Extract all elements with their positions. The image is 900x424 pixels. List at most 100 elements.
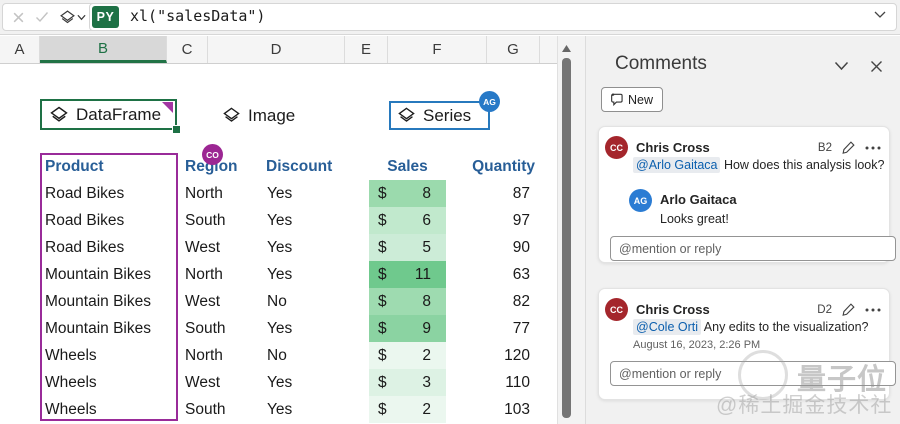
dataframe-label: DataFrame: [76, 104, 162, 124]
confirm-icon[interactable]: [35, 11, 49, 23]
edit-comment-icon[interactable]: [841, 302, 856, 317]
image-label: Image: [248, 105, 296, 125]
cell-sales[interactable]: $5: [369, 234, 446, 261]
cell-sales[interactable]: $3: [369, 369, 446, 396]
cell-sales[interactable]: $2: [369, 396, 446, 423]
cell-sales[interactable]: $9: [369, 315, 446, 342]
layers-diamond-icon: [223, 107, 240, 122]
cell-region[interactable]: North: [185, 184, 223, 202]
cell-quantity[interactable]: 97: [512, 211, 530, 229]
cell-product[interactable]: Mountain Bikes: [45, 319, 151, 337]
column-header-e[interactable]: E: [345, 36, 388, 63]
reply-input[interactable]: [610, 236, 896, 261]
scroll-up-arrow[interactable]: [561, 44, 572, 53]
comment-header: CC Chris Cross D2: [605, 298, 881, 321]
new-comment-button[interactable]: New: [601, 87, 664, 112]
cell-region[interactable]: South: [185, 211, 226, 229]
series-card[interactable]: Series AG: [389, 91, 500, 130]
layers-diamond-icon: [50, 106, 68, 122]
header-discount[interactable]: Discount: [266, 157, 333, 175]
column-header-b[interactable]: B: [40, 36, 167, 63]
cell-sales[interactable]: $11: [369, 261, 446, 288]
table-row: Mountain Bikes South Yes $9 77: [0, 315, 557, 342]
cell-region[interactable]: South: [185, 400, 226, 418]
cell-quantity[interactable]: 110: [505, 373, 530, 391]
header-quantity[interactable]: Quantity: [472, 157, 535, 175]
cell-discount[interactable]: Yes: [267, 238, 293, 256]
image-card[interactable]: Image: [222, 102, 295, 129]
cell-sales[interactable]: $8: [369, 288, 446, 315]
cell-sales[interactable]: $8: [369, 180, 446, 207]
cell-region[interactable]: North: [185, 265, 223, 283]
cell-quantity[interactable]: 82: [512, 292, 530, 310]
fill-handle[interactable]: [172, 125, 181, 134]
header-sales[interactable]: Sales: [387, 157, 428, 175]
cell-discount[interactable]: Yes: [267, 400, 293, 418]
cell-product[interactable]: Wheels: [45, 373, 97, 391]
cell-product[interactable]: Road Bikes: [45, 238, 125, 256]
mention-chip[interactable]: @Arlo Gaitaca: [633, 157, 721, 173]
python-object-dropdown[interactable]: [59, 9, 86, 26]
column-header-d[interactable]: D: [208, 36, 345, 63]
cell-discount[interactable]: No: [267, 346, 287, 364]
comment-card[interactable]: CC Chris Cross D2 @Cole Orti Any edits t…: [598, 288, 896, 400]
cell-region[interactable]: West: [185, 292, 221, 310]
panel-collapse-icon[interactable]: [834, 61, 849, 71]
column-header-c[interactable]: C: [167, 36, 208, 63]
cell-product[interactable]: Wheels: [45, 346, 97, 364]
mention-chip[interactable]: @Cole Orti: [633, 319, 702, 335]
python-badge: PY: [92, 6, 119, 28]
cell-product[interactable]: Mountain Bikes: [45, 265, 151, 283]
chevron-down-icon: [77, 14, 86, 20]
comment-card[interactable]: CC Chris Cross B2 @Arlo Gaitaca How does…: [598, 126, 896, 263]
cell-discount[interactable]: Yes: [267, 211, 293, 229]
dataframe-card[interactable]: DataFrame: [40, 99, 181, 134]
table-row: Wheels North No $2 120: [0, 342, 557, 369]
more-actions-icon[interactable]: [865, 308, 881, 312]
formula-text[interactable]: xl("salesData"): [130, 7, 266, 25]
cell-sales[interactable]: $6: [369, 207, 446, 234]
cell-quantity[interactable]: 90: [512, 238, 530, 256]
cell-region[interactable]: West: [185, 238, 221, 256]
cell-discount[interactable]: No: [267, 292, 287, 310]
panel-close-icon[interactable]: [870, 60, 883, 73]
cell-discount[interactable]: Yes: [267, 373, 293, 391]
column-header-partial: [540, 36, 557, 63]
cell-quantity[interactable]: 77: [512, 319, 530, 337]
column-header-f[interactable]: F: [388, 36, 487, 63]
comment-header: CC Chris Cross B2: [605, 136, 881, 159]
cell-quantity[interactable]: 120: [504, 346, 530, 364]
currency-symbol: $: [378, 238, 387, 256]
comment-author: Chris Cross: [636, 140, 710, 155]
column-header-g[interactable]: G: [487, 36, 540, 63]
cell-sales[interactable]: $2: [369, 342, 446, 369]
cell-region[interactable]: South: [185, 319, 226, 337]
cell-product[interactable]: Mountain Bikes: [45, 292, 151, 310]
cancel-icon[interactable]: [12, 11, 25, 24]
edit-comment-icon[interactable]: [841, 140, 856, 155]
cell-discount[interactable]: Yes: [267, 184, 293, 202]
cell-product[interactable]: Road Bikes: [45, 184, 125, 202]
reply-input[interactable]: [610, 361, 896, 386]
vertical-scrollbar-thumb[interactable]: [562, 58, 571, 418]
cell-product[interactable]: Wheels: [45, 400, 97, 418]
table-row: Road Bikes South Yes $6 97: [0, 207, 557, 234]
cell-region[interactable]: West: [185, 373, 221, 391]
cell-region[interactable]: North: [185, 346, 223, 364]
formula-input[interactable]: PY xl("salesData"): [89, 3, 897, 31]
cell-quantity[interactable]: 103: [504, 400, 530, 418]
header-region[interactable]: Region: [185, 157, 238, 175]
sales-value: 2: [422, 400, 431, 418]
header-product[interactable]: Product: [45, 157, 104, 175]
cell-quantity[interactable]: 87: [512, 184, 530, 202]
column-header-a[interactable]: A: [0, 36, 40, 63]
layers-diamond-icon: [398, 107, 415, 122]
cell-product[interactable]: Road Bikes: [45, 211, 125, 229]
comments-title: Comments: [615, 53, 707, 74]
coauthor-badge-ag: AG: [479, 91, 500, 112]
cell-discount[interactable]: Yes: [267, 265, 293, 283]
expand-formula-bar-icon[interactable]: [874, 10, 886, 19]
cell-discount[interactable]: Yes: [267, 319, 293, 337]
cell-quantity[interactable]: 63: [512, 265, 530, 283]
more-actions-icon[interactable]: [865, 146, 881, 150]
